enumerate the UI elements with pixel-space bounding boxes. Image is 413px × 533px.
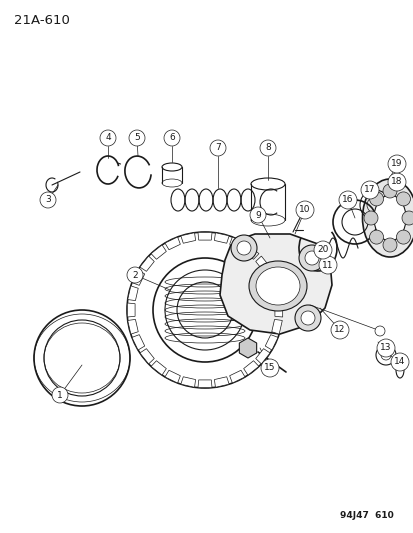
Circle shape xyxy=(295,201,313,219)
Circle shape xyxy=(360,181,378,199)
Polygon shape xyxy=(127,286,138,301)
Text: 4: 4 xyxy=(105,133,111,142)
Polygon shape xyxy=(271,319,282,334)
Polygon shape xyxy=(243,245,258,259)
Polygon shape xyxy=(180,233,195,243)
Ellipse shape xyxy=(255,267,299,305)
Circle shape xyxy=(369,230,382,244)
Ellipse shape xyxy=(373,195,405,241)
Text: 14: 14 xyxy=(393,358,405,367)
Polygon shape xyxy=(180,377,195,387)
Circle shape xyxy=(236,241,250,255)
Circle shape xyxy=(294,305,320,331)
Polygon shape xyxy=(140,349,154,364)
Circle shape xyxy=(374,326,384,336)
Circle shape xyxy=(129,130,145,146)
Polygon shape xyxy=(132,270,145,285)
Polygon shape xyxy=(243,361,258,375)
Circle shape xyxy=(330,321,348,339)
Polygon shape xyxy=(151,245,166,259)
Circle shape xyxy=(52,387,68,403)
Polygon shape xyxy=(265,270,278,285)
Circle shape xyxy=(300,311,314,325)
Circle shape xyxy=(382,184,396,198)
Polygon shape xyxy=(255,256,269,271)
Circle shape xyxy=(209,140,225,156)
Text: 16: 16 xyxy=(342,196,353,205)
Text: 13: 13 xyxy=(379,343,391,352)
Text: 17: 17 xyxy=(363,185,375,195)
Circle shape xyxy=(230,235,256,261)
Text: 5: 5 xyxy=(134,133,140,142)
Circle shape xyxy=(387,173,405,191)
Polygon shape xyxy=(219,234,331,334)
Text: 21A-610: 21A-610 xyxy=(14,14,70,27)
Circle shape xyxy=(40,192,56,208)
Circle shape xyxy=(390,353,408,371)
Circle shape xyxy=(363,211,377,225)
Circle shape xyxy=(369,192,382,206)
Polygon shape xyxy=(164,237,180,250)
Polygon shape xyxy=(271,286,282,301)
Circle shape xyxy=(318,256,336,274)
Text: 20: 20 xyxy=(316,246,328,254)
Polygon shape xyxy=(214,377,228,387)
Text: 10: 10 xyxy=(299,206,310,214)
Polygon shape xyxy=(239,338,256,358)
Circle shape xyxy=(260,359,278,377)
Text: 7: 7 xyxy=(215,143,221,152)
Circle shape xyxy=(304,251,318,265)
Polygon shape xyxy=(197,380,211,387)
Text: 11: 11 xyxy=(321,261,333,270)
Circle shape xyxy=(375,345,395,365)
Polygon shape xyxy=(265,335,278,350)
Polygon shape xyxy=(214,233,228,243)
Circle shape xyxy=(387,155,405,173)
Text: 8: 8 xyxy=(264,143,270,152)
Circle shape xyxy=(382,238,396,252)
Text: 9: 9 xyxy=(254,211,260,220)
Circle shape xyxy=(396,192,409,206)
Ellipse shape xyxy=(248,261,306,311)
Polygon shape xyxy=(151,361,166,375)
Circle shape xyxy=(249,207,266,223)
Polygon shape xyxy=(132,335,145,350)
Ellipse shape xyxy=(395,362,403,378)
Circle shape xyxy=(396,230,409,244)
Text: 18: 18 xyxy=(390,177,402,187)
Text: 3: 3 xyxy=(45,196,51,205)
Polygon shape xyxy=(127,319,138,334)
Text: 15: 15 xyxy=(263,364,275,373)
Circle shape xyxy=(100,130,116,146)
Polygon shape xyxy=(140,256,154,271)
Circle shape xyxy=(338,191,356,209)
Text: 12: 12 xyxy=(334,326,345,335)
Polygon shape xyxy=(197,232,211,240)
Circle shape xyxy=(259,140,275,156)
Polygon shape xyxy=(229,370,244,383)
Circle shape xyxy=(298,245,324,271)
Text: 19: 19 xyxy=(390,159,402,168)
Text: 6: 6 xyxy=(169,133,174,142)
Polygon shape xyxy=(255,349,269,364)
Polygon shape xyxy=(164,370,180,383)
Polygon shape xyxy=(274,303,282,317)
Polygon shape xyxy=(229,237,244,250)
Polygon shape xyxy=(127,303,135,317)
Circle shape xyxy=(376,339,394,357)
Circle shape xyxy=(164,130,180,146)
Circle shape xyxy=(127,267,142,283)
Circle shape xyxy=(313,241,331,259)
Ellipse shape xyxy=(362,179,413,257)
Circle shape xyxy=(401,211,413,225)
Text: 1: 1 xyxy=(57,391,63,400)
Text: 2: 2 xyxy=(132,271,138,279)
Text: 94J47  610: 94J47 610 xyxy=(339,511,393,520)
